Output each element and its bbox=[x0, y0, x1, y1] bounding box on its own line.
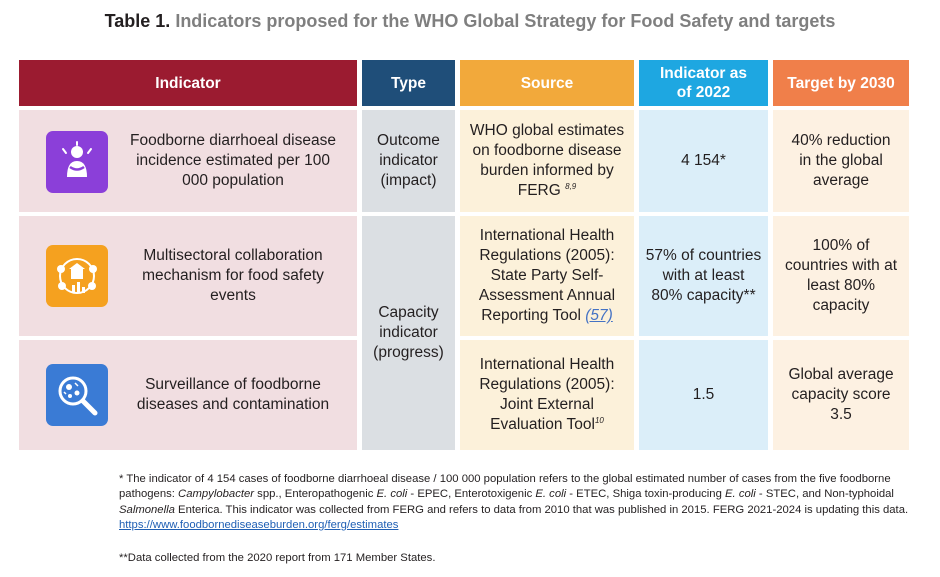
table-row-3-source: International Health Regulations (2005):… bbox=[460, 340, 634, 450]
footnote-2: **Data collected from the 2020 report fr… bbox=[119, 552, 436, 564]
table-row-1-indicator: Foodborne diarrhoeal disease incidence e… bbox=[19, 110, 357, 212]
citation-superscript: 10 bbox=[594, 415, 604, 425]
citation-superscript: 8,9 bbox=[565, 181, 577, 191]
table-row-1-source: WHO global estimates on foodborne diseas… bbox=[460, 110, 634, 212]
table-row-1-type: Outcome indicator (impact) bbox=[362, 110, 455, 212]
table-row-2-target: 100% of countries with at least 80% capa… bbox=[773, 216, 909, 336]
header-indicator: Indicator bbox=[19, 60, 357, 106]
table-number: Table 1. bbox=[104, 11, 171, 31]
table-row-2-source: International Health Regulations (2005):… bbox=[460, 216, 634, 336]
ferg-estimates-link[interactable]: https://www.foodbornediseaseburden.org/f… bbox=[119, 518, 399, 531]
header-target-2030: Target by 2030 bbox=[773, 60, 909, 106]
table-row-1-value-2022: 4 154* bbox=[639, 110, 768, 212]
header-indicator-2022: Indicator as of 2022 bbox=[639, 60, 768, 106]
indicator-text: Surveillance of foodborne diseases and c… bbox=[136, 376, 330, 413]
table-row-3-indicator: Surveillance of foodborne diseases and c… bbox=[19, 340, 357, 450]
footnote-1: * The indicator of 4 154 cases of foodbo… bbox=[119, 473, 909, 531]
table-row-2-3-type: Capacity indicator (progress) bbox=[362, 216, 455, 450]
table-row-1-target: 40% reduction in the global average bbox=[773, 110, 909, 212]
header-source: Source bbox=[460, 60, 634, 106]
reference-link[interactable]: (57) bbox=[585, 307, 613, 324]
indicator-text: Foodborne diarrhoeal disease incidence e… bbox=[130, 132, 336, 189]
table-title: Table 1. Indicators proposed for the WHO… bbox=[0, 11, 940, 32]
collaboration-network-icon bbox=[46, 245, 108, 307]
header-type: Type bbox=[362, 60, 455, 106]
table-row-3-value-2022: 1.5 bbox=[639, 340, 768, 450]
table-row-2-indicator: Multisectoral collaboration mechanism fo… bbox=[19, 216, 357, 336]
sick-person-icon bbox=[46, 131, 108, 193]
magnifier-microbe-icon bbox=[46, 364, 108, 426]
table-caption: Indicators proposed for the WHO Global S… bbox=[175, 11, 836, 31]
table-row-3-target: Global average capacity score 3.5 bbox=[773, 340, 909, 450]
indicator-text: Multisectoral collaboration mechanism fo… bbox=[142, 247, 324, 304]
table-row-2-value-2022: 57% of countries with at least 80% capac… bbox=[639, 216, 768, 336]
